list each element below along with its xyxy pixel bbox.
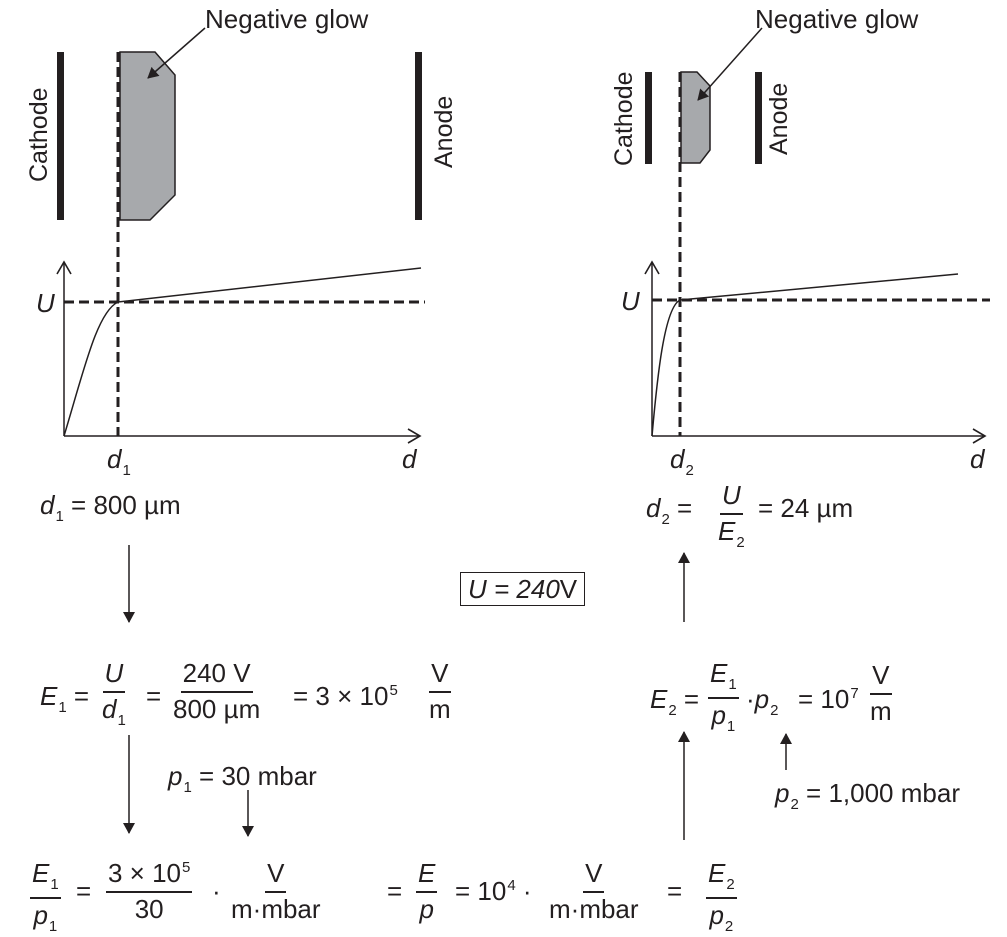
eq-bottom-fraction-E2-over-p2: E2 p2	[706, 858, 737, 935]
eq-E2-times-p2: ·p2	[746, 684, 779, 719]
eq-bottom-unit-2: V m·mbar	[549, 858, 639, 924]
right-anode-label: Anode	[765, 82, 793, 155]
right-axis-d-label: d	[970, 444, 985, 474]
eq-E1-unit: V m	[429, 658, 451, 724]
eq-E1-fraction-numeric: 240 V 800 µm	[173, 658, 261, 724]
left-cathode-plate	[57, 52, 64, 220]
p2-label: p2 = 1,000 mbar	[775, 778, 960, 813]
right-axis-U-label: U	[621, 286, 640, 316]
eq-bottom-fraction-E1-over-p1: E1 p1	[30, 858, 61, 935]
left-glow-pointer-arrow	[147, 27, 206, 79]
eq-bottom-unit-1: V m·mbar	[231, 858, 321, 924]
left-axis-U-label: U	[36, 288, 55, 318]
left-anode-plate	[415, 52, 422, 220]
eq-E2-result: = 107	[798, 684, 859, 714]
eq-bottom-dot-1: ·	[212, 876, 221, 906]
right-anode-plate	[755, 72, 762, 164]
eq-bottom-value: = 104 ·	[455, 876, 532, 906]
eq-E2-lhs: E2 =	[650, 684, 700, 719]
right-cathode-plate	[645, 72, 652, 164]
eq-d2-lhs: d2 =	[646, 493, 693, 528]
eq-d2-fraction: U E2	[718, 480, 745, 551]
right-negative-glow-region	[680, 71, 711, 164]
right-cathode-label: Cathode	[610, 71, 638, 166]
left-anode-label: Anode	[430, 95, 458, 168]
right-glow-pointer-arrow	[697, 27, 763, 101]
left-potential-curve	[63, 267, 422, 437]
eq-E1-lhs: E1 =	[40, 681, 90, 716]
eq-E1-equals-2: =	[146, 681, 162, 711]
eq-E2-unit: V m	[870, 660, 892, 726]
right-negative-glow-label: Negative glow	[755, 4, 919, 34]
eq-bottom-fraction-E-over-p: E p	[416, 858, 438, 924]
right-potential-curve	[651, 273, 959, 437]
voltage-box: U = 240V	[460, 572, 586, 606]
left-negative-glow-region	[119, 51, 176, 221]
left-tick-d1-label: d1	[107, 444, 131, 479]
left-negative-glow-label: Negative glow	[205, 4, 369, 34]
right-tick-d2-label: d2	[670, 444, 694, 479]
left-cathode-label: Cathode	[25, 87, 53, 182]
eq-bottom-equals-1: =	[76, 876, 92, 906]
left-axis-d-label: d	[402, 444, 417, 474]
eq-bottom-equals-4: =	[667, 876, 683, 906]
eq-bottom-equals-2: =	[387, 876, 403, 906]
eq-E2-fraction-E1-over-p1: E1 p1	[708, 658, 739, 735]
eq-bottom-fraction-3e5-over-30: 3 × 105 30	[106, 858, 193, 924]
eq-E1-result: = 3 × 105	[293, 681, 398, 711]
eq-d2-result: = 24 µm	[758, 493, 854, 523]
p1-label: p1 = 30 mbar	[168, 761, 317, 796]
eq-d1: d1 = 800 µm	[40, 490, 181, 525]
eq-E1-fraction-U-over-d1: U d1	[102, 658, 126, 729]
